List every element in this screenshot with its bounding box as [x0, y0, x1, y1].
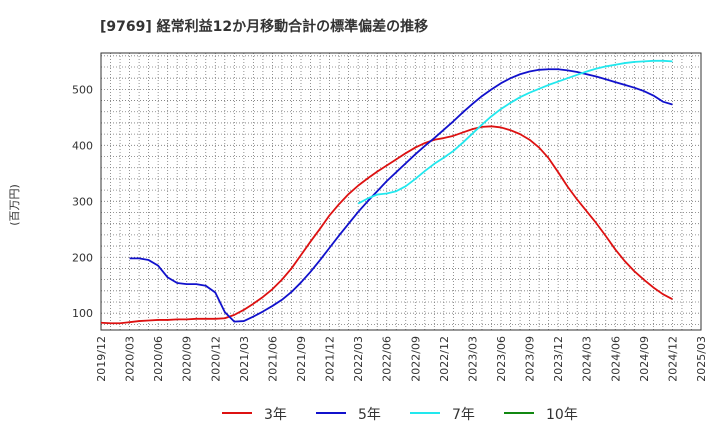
x-tick-label: 2024/12: [666, 336, 679, 382]
x-tick-label: 2021/09: [295, 336, 308, 382]
x-tick-label: 2022/12: [438, 336, 451, 382]
x-tick-label: 2023/09: [524, 336, 537, 382]
legend-label-10年: 10年: [546, 407, 578, 423]
x-tick-label: 2019/12: [95, 336, 108, 382]
x-tick-label: 2022/06: [381, 336, 394, 382]
x-tick-label: 2021/12: [324, 336, 337, 382]
series-line-7年: [357, 59, 673, 205]
x-tick-label: 2022/03: [352, 336, 365, 382]
series-line-3年: [100, 125, 673, 325]
y-tick-label: 400: [72, 139, 93, 152]
x-tick-label: 2022/09: [409, 336, 422, 382]
plot-area: 100 200 300 400 500 2019/12 2020/03 2020/06 2020…: [72, 52, 708, 382]
legend-label-3年: 3年: [264, 407, 287, 423]
y-tick-label: 300: [72, 195, 93, 208]
legend-label-5年: 5年: [358, 407, 381, 423]
x-tick-label: 2020/09: [181, 336, 194, 382]
legend: 3年 5年 7年 10年: [222, 407, 578, 423]
x-tick-label: 2024/03: [581, 336, 594, 382]
x-tick-label: 2020/03: [124, 336, 137, 382]
x-tick-label: 2020/06: [152, 336, 165, 382]
y-axis-label: (百万円): [8, 184, 21, 226]
plot-frame: [100, 52, 702, 331]
x-tick-label: 2020/12: [209, 336, 222, 382]
x-tick-label: 2024/06: [609, 336, 622, 382]
y-tick-label: 500: [72, 83, 93, 96]
y-tick-label: 100: [72, 307, 93, 320]
legend-label-7年: 7年: [452, 407, 475, 423]
plot-background: [101, 53, 701, 330]
x-tick-label: 2025/03: [695, 336, 708, 382]
x-tick-label: 2023/06: [495, 336, 508, 382]
x-tick-label: 2021/06: [266, 336, 279, 382]
x-tick-label: 2024/09: [638, 336, 651, 382]
y-tick-label: 200: [72, 251, 93, 264]
chart-title: [9769] 経常利益12か月移動合計の標準偏差の推移: [100, 18, 428, 35]
x-tick-label: 2023/03: [466, 336, 479, 382]
x-tick-label: 2023/12: [552, 336, 565, 382]
x-tick-label: 2021/03: [238, 336, 251, 382]
